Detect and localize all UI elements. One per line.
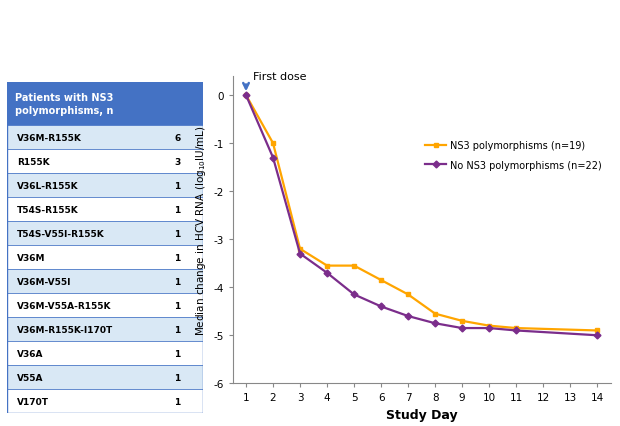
FancyBboxPatch shape	[7, 341, 203, 366]
Text: 1: 1	[174, 301, 180, 310]
Text: V36M-R155K-I170T: V36M-R155K-I170T	[17, 325, 113, 334]
NS3 polymorphisms (n=19)	[269, 141, 277, 147]
Legend: NS3 polymorphisms (n=19), No NS3 polymorphisms (n=22): NS3 polymorphisms (n=19), No NS3 polymor…	[421, 137, 606, 174]
Text: T54S-V55I-R155K: T54S-V55I-R155K	[17, 229, 105, 238]
Text: 1: 1	[174, 349, 180, 358]
Text: V36M-V55A-R155K: V36M-V55A-R155K	[17, 301, 112, 310]
No NS3 polymorphisms (n=22)	[350, 292, 358, 297]
Text: 3: 3	[174, 157, 180, 167]
No NS3 polymorphisms (n=22)	[269, 155, 277, 161]
FancyBboxPatch shape	[7, 222, 203, 246]
FancyBboxPatch shape	[7, 294, 203, 317]
Text: 1: 1	[174, 277, 180, 286]
No NS3 polymorphisms (n=22)	[378, 304, 385, 309]
Text: V36M-R155K: V36M-R155K	[17, 133, 82, 142]
NS3 polymorphisms (n=19)	[485, 323, 493, 328]
NS3 polymorphisms (n=19)	[242, 93, 250, 98]
Text: 6: 6	[174, 133, 180, 142]
NS3 polymorphisms (n=19)	[513, 326, 520, 331]
X-axis label: Study Day: Study Day	[386, 408, 458, 421]
NS3 polymorphisms (n=19)	[378, 278, 385, 283]
Text: First dose: First dose	[253, 72, 306, 81]
No NS3 polymorphisms (n=22)	[593, 333, 601, 338]
Text: V36M: V36M	[17, 253, 46, 262]
NS3 polymorphisms (n=19)	[350, 263, 358, 268]
Text: V55A: V55A	[17, 373, 43, 382]
FancyBboxPatch shape	[7, 366, 203, 389]
FancyBboxPatch shape	[7, 389, 203, 413]
NS3 polymorphisms (n=19)	[593, 328, 601, 333]
Text: 1: 1	[174, 181, 180, 190]
No NS3 polymorphisms (n=22)	[458, 326, 466, 331]
Text: Patients with NS3
polymorphisms, n: Patients with NS3 polymorphisms, n	[16, 93, 113, 116]
NS3 polymorphisms (n=19)	[432, 311, 439, 317]
NS3 polymorphisms (n=19)	[324, 263, 331, 268]
FancyBboxPatch shape	[7, 174, 203, 198]
Text: 1: 1	[174, 397, 180, 406]
No NS3 polymorphisms (n=22)	[485, 326, 493, 331]
FancyBboxPatch shape	[7, 150, 203, 174]
FancyBboxPatch shape	[7, 83, 203, 126]
Text: V36A: V36A	[17, 349, 43, 358]
Text: Virologic Response by Presence or Absence: Virologic Response by Presence or Absenc…	[89, 17, 531, 35]
Text: T54S-R155K: T54S-R155K	[17, 205, 79, 214]
No NS3 polymorphisms (n=22)	[404, 314, 412, 319]
Text: V36M-V55I: V36M-V55I	[17, 277, 72, 286]
FancyBboxPatch shape	[7, 126, 203, 150]
Y-axis label: Median change in HCV RNA (log$_{10}$IU/mL): Median change in HCV RNA (log$_{10}$IU/m…	[193, 125, 208, 335]
Line: No NS3 polymorphisms (n=22): No NS3 polymorphisms (n=22)	[244, 93, 600, 338]
Line: NS3 polymorphisms (n=19): NS3 polymorphisms (n=19)	[244, 93, 600, 333]
Text: 1: 1	[174, 253, 180, 262]
No NS3 polymorphisms (n=22)	[324, 271, 331, 276]
Text: R155K: R155K	[17, 157, 50, 167]
No NS3 polymorphisms (n=22)	[432, 321, 439, 326]
NS3 polymorphisms (n=19)	[458, 319, 466, 324]
NS3 polymorphisms (n=19)	[404, 292, 412, 297]
Text: 1: 1	[174, 229, 180, 238]
No NS3 polymorphisms (n=22)	[513, 328, 520, 333]
No NS3 polymorphisms (n=22)	[296, 251, 304, 256]
NS3 polymorphisms (n=19)	[296, 247, 304, 252]
FancyBboxPatch shape	[7, 198, 203, 222]
Text: V170T: V170T	[17, 397, 49, 406]
Text: of Baseline NS3 Polymorphisms: of Baseline NS3 Polymorphisms	[150, 49, 470, 67]
FancyBboxPatch shape	[7, 317, 203, 341]
No NS3 polymorphisms (n=22)	[242, 93, 250, 98]
FancyBboxPatch shape	[7, 246, 203, 270]
FancyBboxPatch shape	[7, 270, 203, 294]
Text: 1: 1	[174, 205, 180, 214]
Text: 1: 1	[174, 373, 180, 382]
Text: V36L-R155K: V36L-R155K	[17, 181, 79, 190]
Text: 1: 1	[174, 325, 180, 334]
